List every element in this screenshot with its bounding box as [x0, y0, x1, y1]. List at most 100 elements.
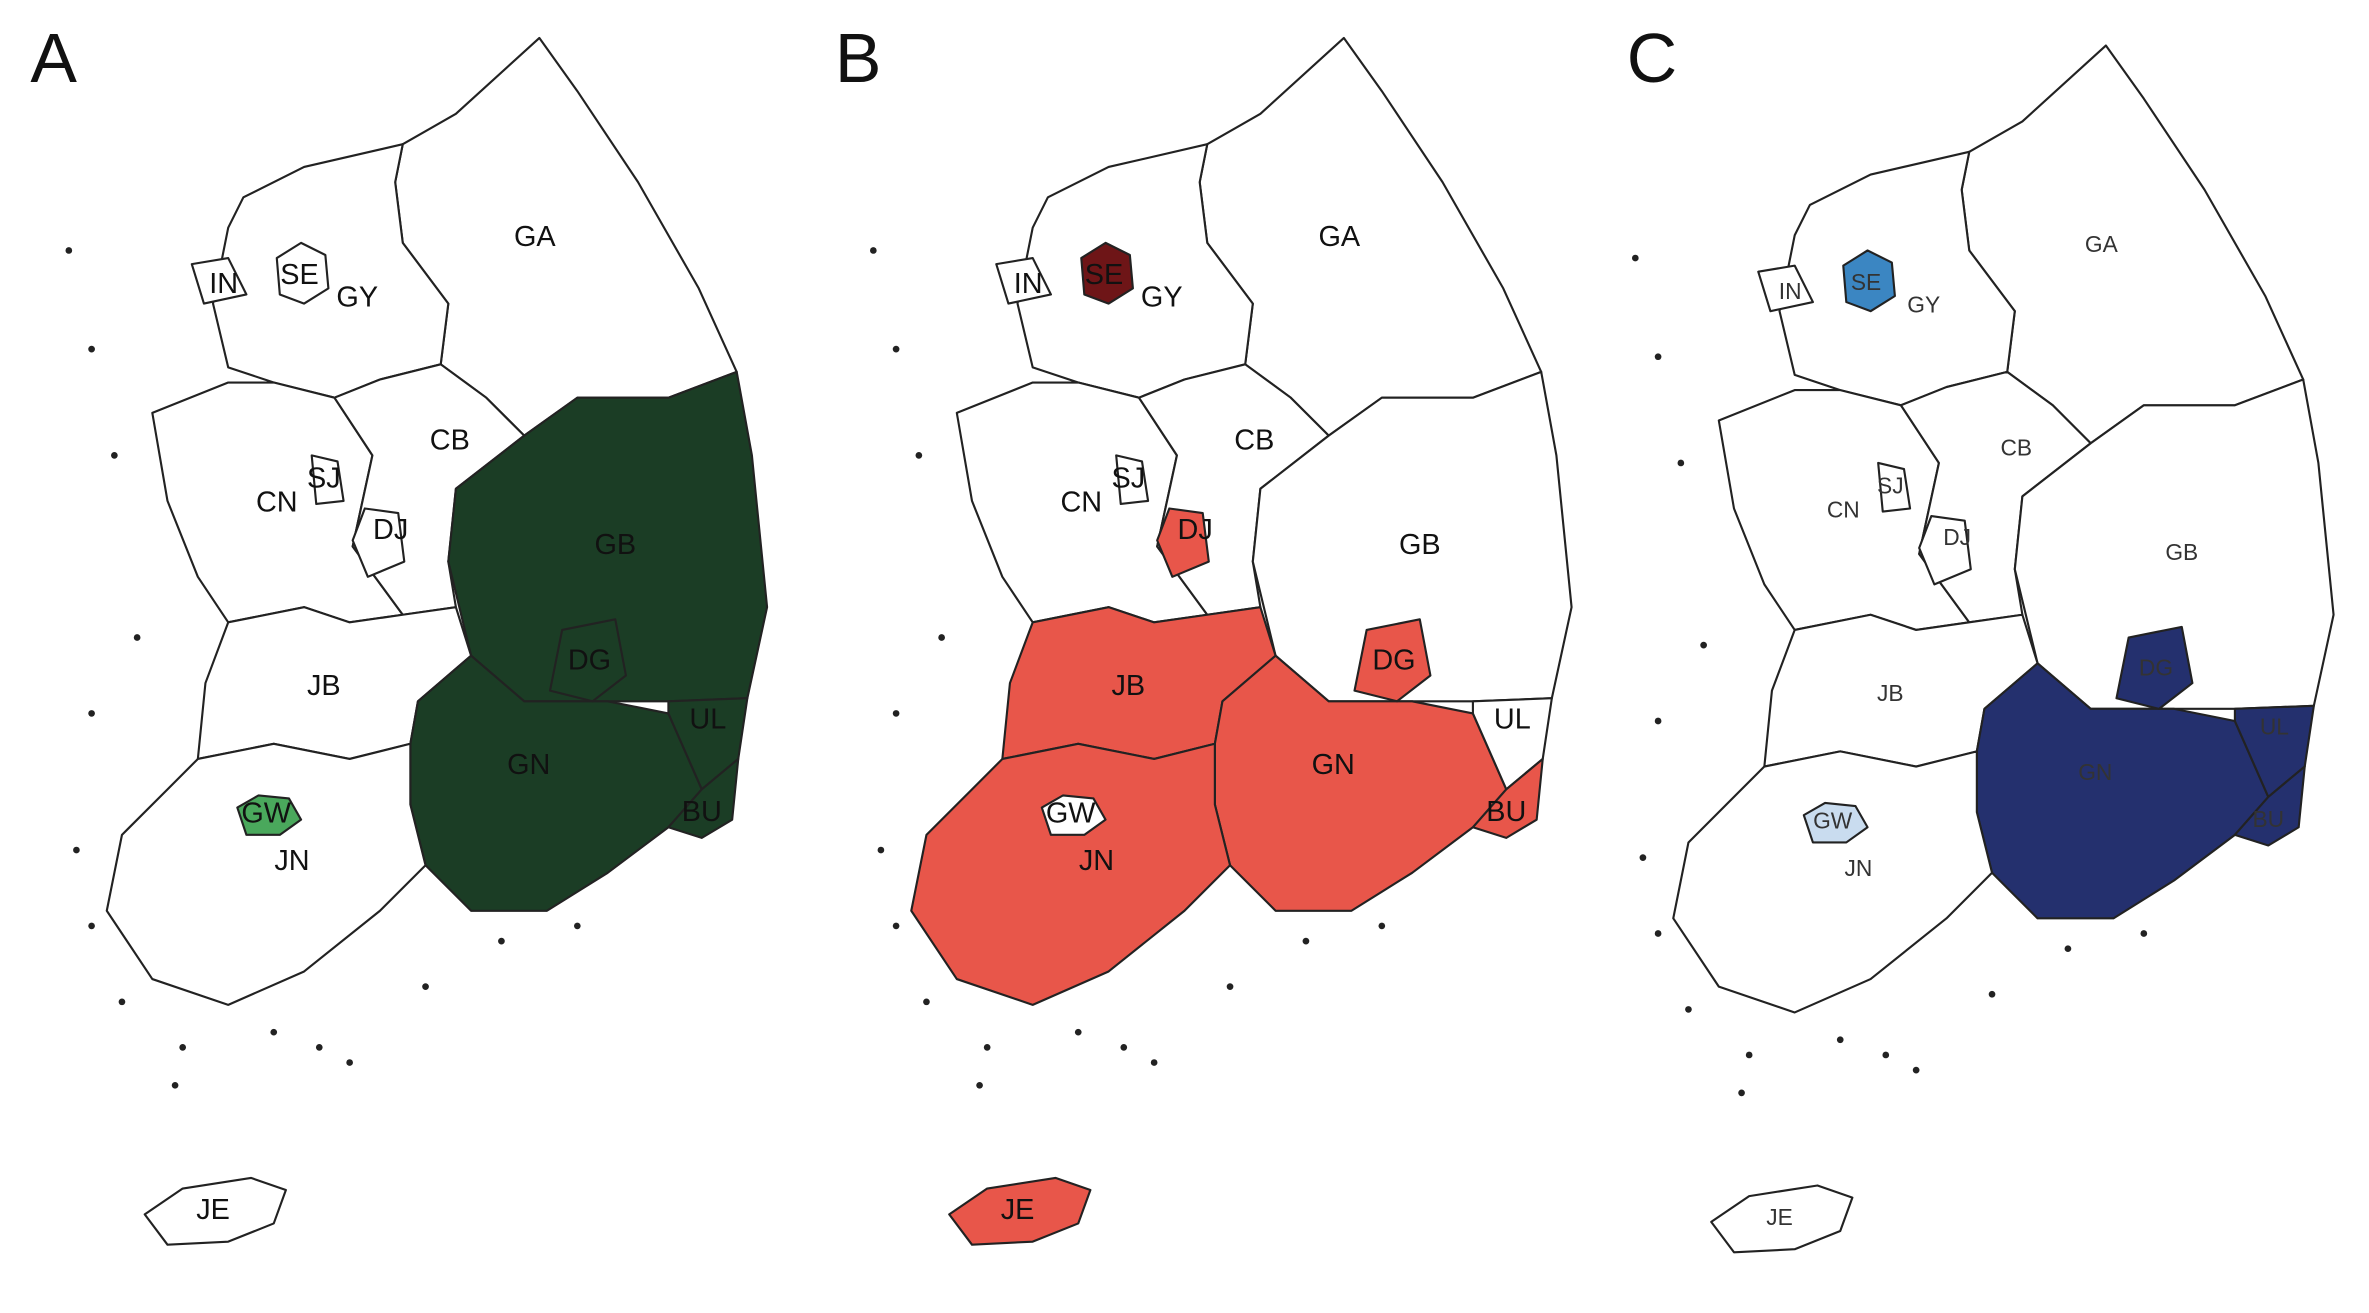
region-label: IN — [1779, 278, 1802, 304]
region-label: JB — [1112, 670, 1146, 702]
island — [65, 247, 73, 254]
region — [1877, 461, 1912, 513]
region — [143, 1176, 287, 1246]
island — [1150, 1059, 1158, 1066]
island — [938, 634, 945, 641]
island — [869, 247, 877, 254]
region — [190, 256, 248, 305]
region — [1757, 264, 1814, 313]
island — [498, 937, 505, 945]
region-label: JN — [1845, 855, 1873, 881]
region-label: JE — [1766, 1204, 1793, 1230]
region-label: SE — [280, 259, 318, 291]
island — [1654, 353, 1662, 361]
region-label: SE — [1851, 269, 1881, 295]
island — [1378, 922, 1386, 930]
region-label: GY — [1907, 292, 1940, 318]
island — [179, 1044, 187, 1051]
region-label: GN — [507, 749, 550, 781]
island — [976, 1081, 983, 1089]
island — [1745, 1051, 1753, 1059]
island — [2140, 930, 2148, 937]
island — [1302, 937, 1310, 945]
region-label: DJ — [1178, 514, 1213, 546]
island — [1654, 930, 1662, 937]
island — [1882, 1051, 1890, 1059]
island — [171, 1081, 179, 1089]
region-label: GY — [336, 282, 378, 314]
region-label: GN — [1312, 749, 1355, 781]
island — [1988, 990, 1996, 998]
region — [1842, 249, 1896, 313]
island — [923, 998, 930, 1006]
region — [351, 507, 406, 578]
island — [1631, 254, 1639, 262]
island — [88, 345, 95, 353]
region-label: SJ — [307, 462, 341, 494]
map-panel: B GA GY IN SE CN SJ DJ CB GB DG JB GN UL BU JN GW JE — [835, 19, 1573, 1246]
region-label: JB — [307, 670, 341, 702]
region-label: BU — [682, 796, 722, 828]
region-label: SE — [1085, 259, 1123, 291]
island — [983, 1044, 991, 1051]
region — [948, 1176, 1092, 1246]
island — [111, 452, 118, 459]
island — [2064, 945, 2072, 953]
map-panel: A GA GY IN SE CN SJ DJ CB GB DG JB GN UL BU JN GW JE — [30, 19, 769, 1246]
region — [1672, 750, 1994, 1014]
region — [2115, 625, 2194, 710]
island — [1226, 983, 1234, 990]
region — [1802, 801, 1869, 844]
region-label: SJ — [1877, 472, 1904, 498]
region-label: JN — [1079, 845, 1114, 877]
region-label: GA — [514, 221, 556, 253]
region — [548, 618, 627, 703]
region-label: JN — [274, 845, 309, 877]
region-label: SJ — [1112, 462, 1146, 494]
region-label: GB — [2165, 539, 2198, 565]
island — [877, 846, 885, 854]
region-label: UL — [1494, 704, 1531, 736]
island — [1074, 1028, 1082, 1036]
island — [1677, 459, 1685, 467]
island — [270, 1028, 278, 1036]
region-label: DG — [1372, 644, 1415, 676]
region-label: CN — [256, 487, 298, 519]
region-label: UL — [2260, 714, 2289, 740]
island — [118, 998, 126, 1006]
island — [346, 1059, 353, 1066]
region — [667, 757, 740, 839]
island — [88, 922, 95, 930]
region — [1156, 507, 1210, 578]
region — [1918, 515, 1972, 586]
region-label: DG — [2139, 654, 2173, 680]
region-label: CN — [1060, 487, 1102, 519]
region-label: GA — [1318, 221, 1360, 253]
region-label: DJ — [1943, 524, 1971, 550]
island — [1654, 717, 1662, 725]
region-label: GY — [1141, 282, 1183, 314]
region-label: IN — [209, 268, 238, 300]
region-label: DG — [568, 644, 611, 676]
island — [315, 1044, 323, 1051]
region-label: GB — [594, 529, 636, 561]
region-label: UL — [689, 704, 726, 736]
region — [2233, 765, 2306, 847]
region-label: GW — [1046, 798, 1096, 830]
region-label: GB — [1399, 529, 1441, 561]
island — [892, 345, 900, 353]
map-panel: C GA GY IN SE CN SJ DJ CB GB DG JB GN UL BU JN GW JE — [1627, 19, 2335, 1254]
region-label: GA — [2085, 231, 2119, 257]
region — [1080, 241, 1134, 305]
panel-label: B — [835, 19, 882, 97]
region-label: CB — [430, 424, 470, 456]
region-label: BU — [1486, 796, 1526, 828]
region-label: BU — [2252, 806, 2284, 832]
island — [573, 922, 581, 930]
region-label: IN — [1014, 268, 1043, 300]
region-label: CB — [2001, 434, 2033, 460]
island — [1700, 641, 1707, 649]
island — [892, 922, 900, 930]
island — [73, 846, 80, 854]
